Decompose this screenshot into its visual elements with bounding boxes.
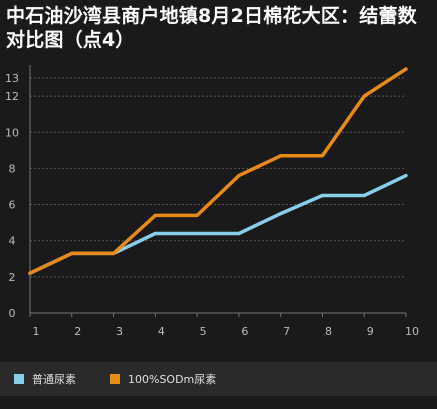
x-tick-label: 2 xyxy=(74,325,81,338)
x-tick-label: 10 xyxy=(405,325,419,338)
y-tick-label: 8 xyxy=(9,162,16,175)
legend-label: 普通尿素 xyxy=(32,373,76,386)
y-tick-label: 4 xyxy=(9,235,16,248)
y-tick-label: 10 xyxy=(5,126,19,139)
legend-swatch xyxy=(14,374,24,384)
y-tick-label: 13 xyxy=(5,72,19,85)
x-axis-ticks: 1 2 3 4 5 6 7 8 9 10 xyxy=(29,313,419,338)
gridlines xyxy=(30,77,406,278)
y-tick-label: 12 xyxy=(5,90,19,103)
x-tick-label: 8 xyxy=(325,325,332,338)
x-tick-label: 4 xyxy=(158,325,165,338)
series-line-2 xyxy=(28,67,408,275)
legend: 普通尿素 100%SODm尿素 xyxy=(0,362,437,396)
x-tick-label: 6 xyxy=(241,325,248,338)
x-tick-label: 9 xyxy=(367,325,374,338)
y-axis-ticks: 0 2 4 6 8 10 12 13 xyxy=(5,72,19,320)
legend-item-series-2[interactable]: 100%SODm尿素 xyxy=(110,371,216,387)
legend-item-series-1[interactable]: 普通尿素 xyxy=(14,371,76,387)
x-tick-label: 1 xyxy=(33,325,40,338)
legend-swatch xyxy=(110,374,120,384)
x-tick-label: 3 xyxy=(116,325,123,338)
legend-label: 100%SODm尿素 xyxy=(128,373,217,386)
y-tick-label: 2 xyxy=(9,271,16,284)
series-lines xyxy=(28,67,408,275)
y-tick-label: 6 xyxy=(9,199,16,212)
series-line-1 xyxy=(28,173,408,275)
x-tick-label: 5 xyxy=(200,325,207,338)
y-tick-label: 0 xyxy=(9,307,16,320)
x-tick-label: 7 xyxy=(283,325,290,338)
axes xyxy=(29,65,406,314)
chart-title: 中石油沙湾县商户地镇8月2日棉花大区：结蕾数对比图（点4） xyxy=(6,5,417,51)
